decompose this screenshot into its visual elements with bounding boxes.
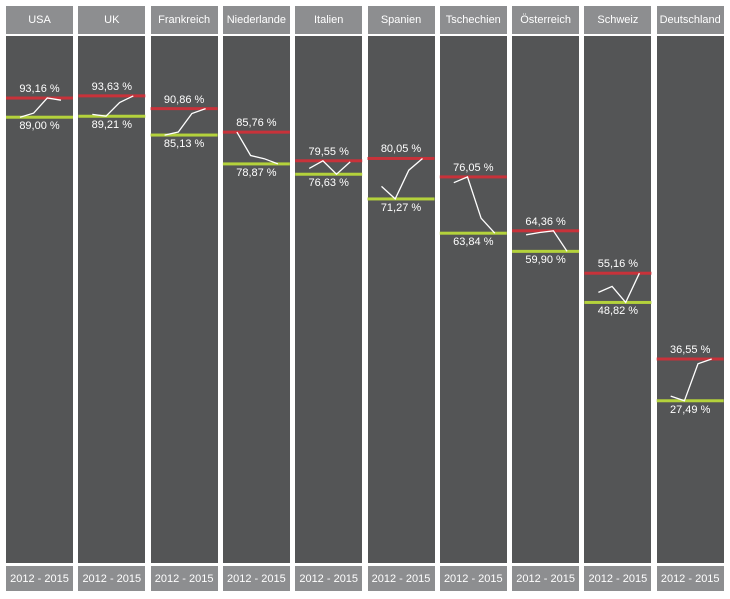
max-value-label: 93,63 % [91, 80, 132, 93]
min-line [78, 114, 146, 118]
trend-sparkline [381, 158, 423, 200]
max-value-label: 79,55 % [308, 145, 349, 158]
min-line [222, 162, 290, 166]
min-value-label: 76,63 % [308, 177, 349, 190]
country-header: Österreich [512, 6, 580, 34]
min-value-label: 78,87 % [236, 166, 277, 179]
max-line [656, 357, 724, 361]
max-line [295, 159, 363, 163]
min-line [295, 172, 363, 176]
trend-sparkline [453, 176, 496, 234]
trend-sparkline [670, 358, 712, 402]
period-label: 2012 - 2015 [295, 566, 363, 591]
max-line [6, 96, 73, 100]
min-value-label: 85,13 % [163, 138, 205, 151]
max-line [439, 175, 507, 179]
max-value-label: 55,16 % [597, 258, 639, 271]
max-value-label: 90,86 % [163, 93, 205, 106]
country-header: Italien [295, 6, 363, 34]
max-value-label: 76,05 % [453, 161, 494, 174]
country-header: USA [6, 6, 73, 34]
country-header: Niederlande [222, 6, 290, 34]
min-value-label: 63,84 % [453, 236, 494, 249]
min-line [656, 399, 724, 403]
period-label: 2012 - 2015 [222, 566, 290, 591]
max-line [78, 94, 146, 98]
max-line [222, 130, 290, 134]
max-line [512, 229, 580, 233]
country-panel [6, 36, 73, 563]
min-line [150, 133, 218, 137]
period-label: 2012 - 2015 [656, 566, 724, 591]
max-line [367, 156, 435, 160]
period-label: 2012 - 2015 [439, 566, 507, 591]
period-label: 2012 - 2015 [512, 566, 580, 591]
max-line [584, 271, 652, 275]
max-value-label: 85,76 % [236, 117, 277, 130]
country-header: Tschechien [439, 6, 507, 34]
country-panel [295, 36, 363, 563]
max-line [150, 107, 218, 111]
country-panel [222, 36, 290, 563]
min-line [6, 115, 73, 119]
min-line [367, 197, 435, 201]
trend-sparkline [92, 95, 134, 117]
min-line [439, 231, 507, 235]
trend-sparkline [164, 107, 206, 136]
trend-sparkline [19, 97, 62, 118]
country-panel [656, 36, 724, 563]
period-label: 2012 - 2015 [78, 566, 146, 591]
period-label: 2012 - 2015 [150, 566, 218, 591]
min-value-label: 59,90 % [525, 254, 566, 267]
country-header: UK [78, 6, 146, 34]
country-panel [439, 36, 507, 563]
min-value-label: 48,82 % [597, 305, 639, 318]
trend-sparkline [236, 131, 279, 165]
country-header: Spanien [367, 6, 435, 34]
min-value-label: 89,00 % [19, 120, 60, 133]
min-value-label: 89,21 % [91, 119, 132, 132]
max-value-label: 80,05 % [380, 143, 422, 156]
country-header: Schweiz [584, 6, 652, 34]
min-value-label: 27,49 % [670, 403, 711, 416]
country-panel [367, 36, 435, 563]
period-label: 2012 - 2015 [367, 566, 435, 591]
min-line [512, 249, 580, 253]
trend-sparkline [308, 159, 351, 176]
period-label: 2012 - 2015 [6, 566, 73, 591]
max-value-label: 64,36 % [525, 215, 566, 228]
trend-sparkline [598, 272, 640, 304]
period-label: 2012 - 2015 [584, 566, 652, 591]
trend-sparkline [525, 230, 568, 252]
min-value-label: 71,27 % [380, 201, 422, 214]
max-value-label: 93,16 % [19, 83, 60, 96]
country-header: Frankreich [150, 6, 218, 34]
country-header: Deutschland [656, 6, 724, 34]
min-line [584, 300, 652, 304]
country-panel [584, 36, 652, 563]
max-value-label: 36,55 % [670, 344, 711, 356]
country-panel [512, 36, 580, 563]
country-panel [78, 36, 146, 563]
